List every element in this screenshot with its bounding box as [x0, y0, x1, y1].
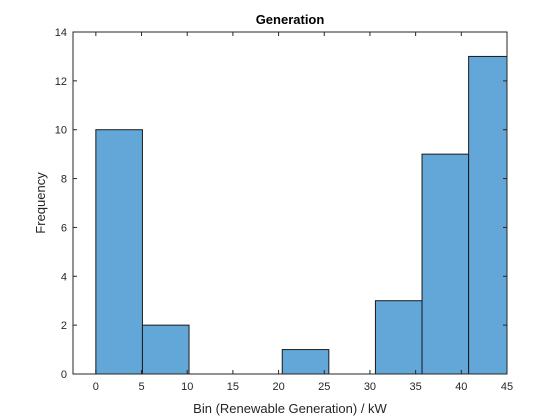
x-tick-label-9: 45: [501, 381, 513, 393]
histogram-bar-4: [281, 349, 330, 375]
y-tick-label-2: 4: [61, 271, 67, 283]
x-tick-label-2: 10: [181, 381, 193, 393]
y-axis-ticks: 0 2 4 6 8 10 12 14: [55, 27, 507, 381]
axes-box: [72, 31, 508, 375]
x-tick-label-8: 40: [455, 381, 467, 393]
y-tick-label-6: 12: [55, 76, 67, 88]
histogram-bar-6: [374, 300, 423, 375]
x-tick-label-7: 35: [410, 381, 422, 393]
y-axis-label: Frequency: [33, 172, 48, 234]
histogram-bar-0: [95, 129, 143, 375]
histogram-bar-8: [468, 55, 508, 375]
y-tick-label-7: 14: [55, 27, 67, 39]
bars-group: [95, 55, 508, 375]
y-tick-label-4: 8: [61, 174, 67, 186]
x-tick-label-6: 30: [364, 381, 376, 393]
x-axis-label: Bin (Renewable Generation) / kW: [193, 401, 387, 416]
y-tick-label-1: 2: [61, 320, 67, 332]
y-tick-label-0: 0: [61, 369, 67, 381]
x-axis-ticks: 0 5 10 15 20 25 30 35 40 45: [93, 32, 513, 393]
histogram-bar-1: [141, 324, 190, 375]
histogram-bar-7: [421, 153, 470, 375]
x-tick-label-1: 5: [138, 381, 144, 393]
y-tick-label-3: 6: [61, 222, 67, 234]
x-tick-label-5: 25: [318, 381, 330, 393]
x-tick-label-3: 15: [227, 381, 239, 393]
chart-title: Generation: [256, 12, 325, 27]
x-tick-label-0: 0: [93, 381, 99, 393]
x-tick-label-4: 20: [272, 381, 284, 393]
y-tick-label-5: 10: [55, 125, 67, 137]
